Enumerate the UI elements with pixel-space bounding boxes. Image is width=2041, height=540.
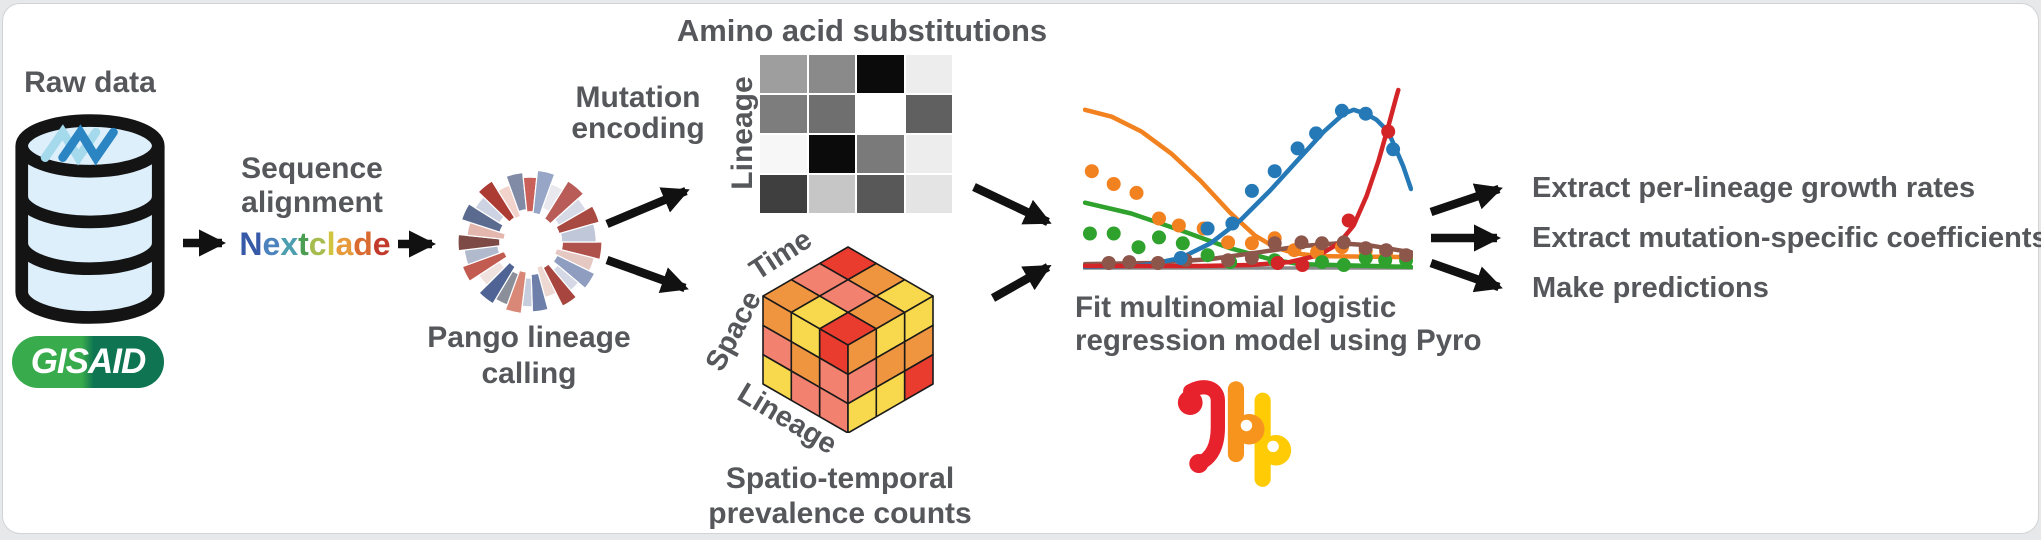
matrix-cell bbox=[808, 95, 855, 133]
fit-model-caption: Fit multinomial logistic regression mode… bbox=[1075, 291, 1505, 357]
regression-fit-chart bbox=[1083, 87, 1413, 272]
nextclade-letter: c bbox=[308, 226, 327, 262]
nextclade-letter: e bbox=[262, 226, 281, 262]
nextclade-letter: t bbox=[298, 226, 309, 262]
fit-model-line2: regression model using Pyro bbox=[1075, 324, 1482, 357]
gisaid-logo: GISAID bbox=[12, 336, 164, 388]
spatio-temporal-line1: Spatio-temporal bbox=[725, 462, 955, 495]
pyro-logo bbox=[1177, 380, 1292, 487]
matrix-cell bbox=[760, 175, 807, 213]
output-mutation-coefficients: Extract mutation-specific coefficients bbox=[1532, 221, 2041, 254]
figure-card bbox=[2, 3, 2039, 534]
output-make-predictions: Make predictions bbox=[1532, 271, 1769, 304]
fit-model-line1: Fit multinomial logistic bbox=[1075, 291, 1397, 324]
nextclade-letter: l bbox=[326, 226, 336, 262]
matrix-cell bbox=[760, 55, 807, 93]
nextclade-letter: x bbox=[280, 226, 299, 262]
nextclade-letter: e bbox=[372, 226, 391, 262]
matrix-cell bbox=[905, 175, 952, 213]
matrix-cell bbox=[808, 175, 855, 213]
mutation-encoding-line2: encoding bbox=[571, 112, 705, 145]
dna-icon bbox=[40, 124, 118, 166]
sequence-alignment-line1: Sequence bbox=[241, 152, 383, 185]
spatio-temporal-line2: prevalence counts bbox=[708, 497, 972, 530]
substitution-matrix-heatmap bbox=[760, 55, 952, 213]
matrix-cell bbox=[857, 175, 904, 213]
prevalence-cube-icon bbox=[762, 246, 934, 433]
nextclade-letter: d bbox=[353, 226, 373, 262]
pyro-orange-p bbox=[1227, 381, 1265, 463]
nextclade-logo: Nextclade bbox=[225, 226, 405, 263]
matrix-cell bbox=[760, 135, 807, 173]
pango-lineage-label: Pango lineage calling bbox=[405, 320, 653, 392]
mutation-encoding-label: Mutation encoding bbox=[552, 82, 724, 144]
matrix-lineage-axis-label: Lineage bbox=[726, 76, 759, 190]
matrix-cell bbox=[905, 95, 952, 133]
matrix-cell bbox=[760, 95, 807, 133]
matrix-cell bbox=[905, 55, 952, 93]
pyro-red-swirl bbox=[1177, 380, 1225, 474]
pango-lineage-line1: Pango lineage bbox=[427, 321, 631, 354]
matrix-cell bbox=[808, 135, 855, 173]
nextclade-letter: N bbox=[239, 226, 263, 262]
matrix-cell bbox=[808, 55, 855, 93]
nextclade-letter: a bbox=[335, 226, 354, 262]
pyro-yellow-p bbox=[1254, 392, 1292, 487]
amino-acid-substitutions-title: Amino acid substitutions bbox=[676, 13, 1048, 48]
pango-lineage-line2: calling bbox=[481, 357, 577, 390]
matrix-cell bbox=[905, 135, 952, 173]
spatio-temporal-caption: Spatio-temporal prevalence counts bbox=[680, 461, 1000, 531]
sequence-alignment-label: Sequence alignment bbox=[222, 152, 402, 220]
matrix-cell bbox=[857, 95, 904, 133]
phylogenetic-tree-icon bbox=[457, 169, 603, 315]
gisaid-logo-text: GISAID bbox=[30, 342, 147, 381]
sequence-alignment-line2: alignment bbox=[241, 186, 383, 219]
output-growth-rates: Extract per-lineage growth rates bbox=[1532, 171, 1976, 204]
matrix-cell bbox=[857, 55, 904, 93]
raw-data-label: Raw data bbox=[24, 66, 156, 99]
mutation-encoding-line1: Mutation bbox=[575, 81, 701, 114]
database-icon bbox=[15, 114, 165, 324]
matrix-cell bbox=[857, 135, 904, 173]
